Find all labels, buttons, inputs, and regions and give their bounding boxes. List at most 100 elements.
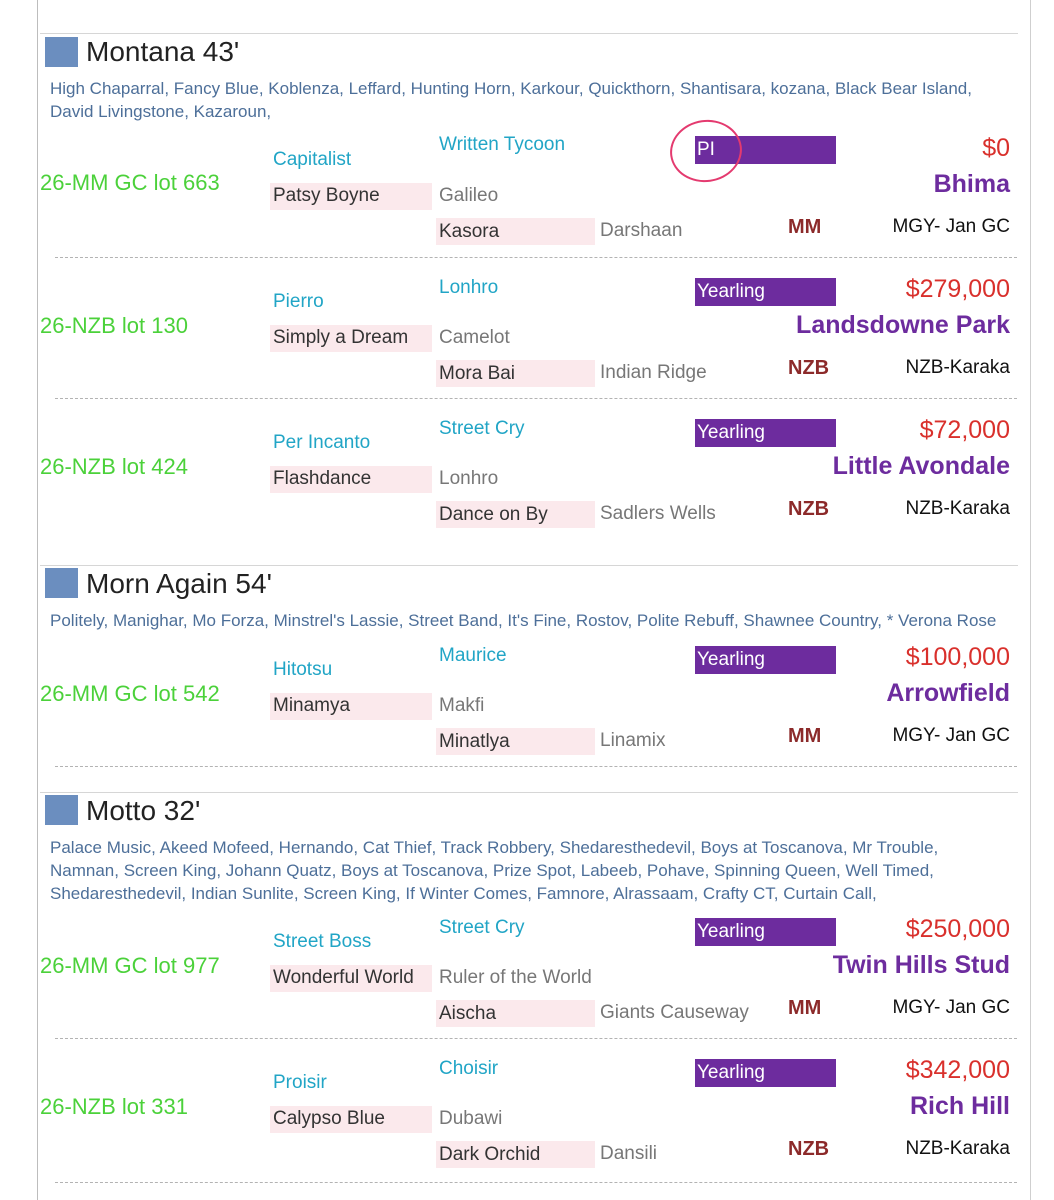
sale-code: NZB [788, 498, 830, 520]
lot-number: 26-MM GC lot 977 [40, 953, 220, 978]
sire-name: Proisir [273, 1072, 327, 1093]
sale-price: $279,000 [905, 275, 1010, 303]
sale-name: NZB-Karaka [905, 498, 1010, 519]
dam-highlight [270, 1106, 432, 1133]
sale-code: MM [788, 216, 822, 238]
sale-type-badge: Yearling [695, 918, 836, 946]
great-grandsire-name: Giants Causeway [600, 1002, 749, 1023]
grandsire-name: Street Cry [439, 917, 525, 938]
lot-number: 26-MM GC lot 542 [40, 681, 220, 706]
sale-entry: 26-MM GC lot 663 Capitalist Written Tyco… [0, 120, 1054, 261]
granddam-highlight [436, 218, 595, 245]
entry-divider [55, 398, 1017, 399]
great-grandsire-name: Sadlers Wells [600, 503, 716, 524]
granddam-highlight [436, 360, 595, 387]
section-marker [45, 37, 78, 67]
buyer-name: Little Avondale [832, 452, 1010, 480]
section-marker [45, 795, 78, 825]
entry-divider [55, 1038, 1017, 1039]
sale-name: NZB-Karaka [905, 1138, 1010, 1159]
grandsire-name: Written Tycoon [439, 134, 566, 155]
dam-highlight [270, 965, 432, 992]
stallion-progeny-list: High Chaparral, Fancy Blue, Koblenza, Le… [50, 79, 972, 121]
sale-code: MM [788, 725, 822, 747]
stallion-title: Montana 43' [86, 36, 240, 67]
grandsire-name: Street Cry [439, 418, 525, 439]
sale-entry: 26-NZB lot 424 Per Incanto Street Cry Fl… [0, 398, 1054, 539]
granddam-highlight [436, 1000, 595, 1027]
sale-entry: 26-MM GC lot 542 Hitotsu Maurice Minamya… [0, 625, 1054, 766]
granddam-name: Dance on By [439, 504, 548, 525]
sale-price: $250,000 [905, 915, 1010, 943]
granddam-name: Kasora [439, 221, 500, 242]
grandsire-name: Lonhro [439, 277, 499, 298]
granddam-highlight [436, 728, 595, 755]
section-rule [40, 565, 1018, 566]
damsire-name: Dubawi [439, 1108, 503, 1129]
dam-name: Flashdance [273, 468, 372, 489]
sale-price: $72,000 [919, 416, 1010, 444]
granddam-name: Minatlya [439, 731, 510, 752]
damsire-name: Galileo [439, 185, 499, 206]
stallion-title: Morn Again 54' [86, 568, 272, 599]
buyer-name: Twin Hills Stud [832, 951, 1010, 979]
sire-name: Street Boss [273, 931, 372, 952]
lot-number: 26-NZB lot 331 [40, 1094, 188, 1119]
sale-entry: 26-MM GC lot 977 Street Boss Street Cry … [0, 897, 1054, 1038]
sale-name: NZB-Karaka [905, 357, 1010, 378]
dam-name: Simply a Dream [273, 327, 409, 348]
great-grandsire-name: Linamix [600, 730, 666, 751]
great-grandsire-name: Dansili [600, 1143, 658, 1164]
sale-type-badge: Yearling [695, 278, 836, 306]
damsire-name: Camelot [439, 327, 510, 348]
lot-number: 26-MM GC lot 663 [40, 170, 220, 195]
entry-divider [55, 766, 1017, 767]
dam-name: Patsy Boyne [273, 185, 380, 206]
sale-price: $100,000 [905, 643, 1010, 671]
great-grandsire-name: Indian Ridge [600, 362, 707, 383]
granddam-highlight [436, 1141, 595, 1168]
granddam-name: Mora Bai [439, 363, 516, 384]
dam-name: Wonderful World [273, 967, 414, 988]
sale-price: $0 [982, 134, 1010, 162]
stallion-progeny-list: Palace Music, Akeed Mofeed, Hernando, Ca… [50, 838, 939, 903]
sire-name: Capitalist [273, 149, 352, 170]
granddam-name: Aischa [439, 1003, 497, 1024]
stallion-title: Motto 32' [86, 795, 201, 826]
great-grandsire-name: Darshaan [600, 220, 683, 241]
dam-highlight [270, 183, 432, 210]
damsire-name: Makfi [439, 695, 485, 716]
sale-price: $342,000 [905, 1056, 1010, 1084]
sire-name: Hitotsu [273, 659, 333, 680]
entry-divider [55, 257, 1017, 258]
sale-name: MGY- Jan GC [892, 216, 1010, 237]
stallion-progeny-list: Politely, Manighar, Mo Forza, Minstrel's… [50, 611, 997, 630]
dam-highlight [270, 325, 432, 352]
sale-code: NZB [788, 357, 830, 379]
sale-code: MM [788, 997, 822, 1019]
grandsire-name: Choisir [439, 1058, 499, 1079]
sale-name: MGY- Jan GC [892, 725, 1010, 746]
lot-number: 26-NZB lot 130 [40, 313, 188, 338]
section-rule [40, 33, 1018, 34]
granddam-name: Dark Orchid [439, 1144, 541, 1165]
damsire-name: Ruler of the World [439, 967, 592, 988]
dam-highlight [270, 693, 432, 720]
buyer-name: Landsdowne Park [796, 311, 1010, 339]
damsire-name: Lonhro [439, 468, 499, 489]
dam-name: Minamya [273, 695, 351, 716]
sale-code: NZB [788, 1138, 830, 1160]
granddam-highlight [436, 501, 595, 528]
page-left-border [37, 0, 38, 1200]
buyer-name: Rich Hill [909, 1092, 1010, 1120]
sire-name: Per Incanto [273, 432, 371, 453]
sale-type-badge: Yearling [695, 419, 836, 447]
dam-name: Calypso Blue [273, 1108, 385, 1129]
grandsire-name: Maurice [439, 645, 507, 666]
sale-entry: 26-NZB lot 331 Proisir Choisir Calypso B… [0, 1038, 1054, 1179]
sale-name: MGY- Jan GC [892, 997, 1010, 1018]
section-marker [45, 568, 78, 598]
entry-divider [55, 1182, 1017, 1183]
sale-type-badge: PI [695, 136, 836, 164]
sale-type-badge: Yearling [695, 646, 836, 674]
